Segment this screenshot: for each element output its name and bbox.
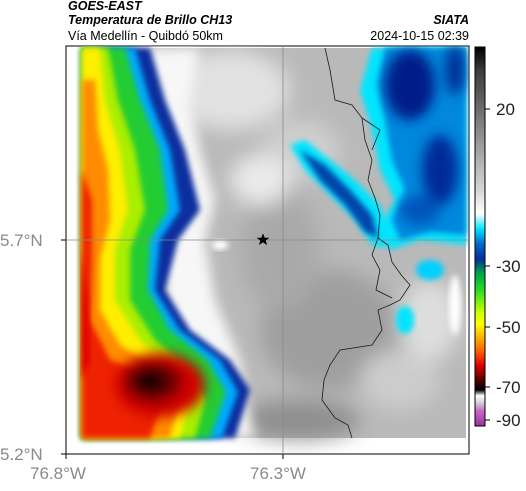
lon-tick-76.8: 76.8°W bbox=[30, 464, 86, 483]
colorbar-label-20: 20 bbox=[496, 100, 515, 119]
colorbar-label-minus70: -70 bbox=[496, 378, 521, 397]
lat-tick-5.7: 5.7°N bbox=[0, 231, 43, 250]
timestamp-label: 2024-10-15 02:39 bbox=[370, 29, 469, 43]
route-subtitle: Vía Medellín - Quibdó 50km bbox=[68, 29, 223, 43]
border-line bbox=[321, 47, 411, 439]
source-label: SIATA bbox=[433, 13, 469, 27]
colorbar bbox=[474, 46, 486, 427]
lon-tick-76.3: 76.3°W bbox=[250, 464, 306, 483]
location-star-marker bbox=[256, 233, 270, 246]
colorbar-label-minus50: -50 bbox=[496, 318, 521, 337]
colorbar-label-minus30: -30 bbox=[496, 257, 521, 276]
product-title: Temperatura de Brillo CH13 bbox=[68, 13, 233, 27]
satellite-title: GOES-EAST bbox=[68, 0, 142, 13]
colorbar-label-minus90: -90 bbox=[496, 411, 521, 430]
temperature-field bbox=[66, 46, 469, 454]
lat-tick-5.2: 5.2°N bbox=[0, 445, 43, 464]
